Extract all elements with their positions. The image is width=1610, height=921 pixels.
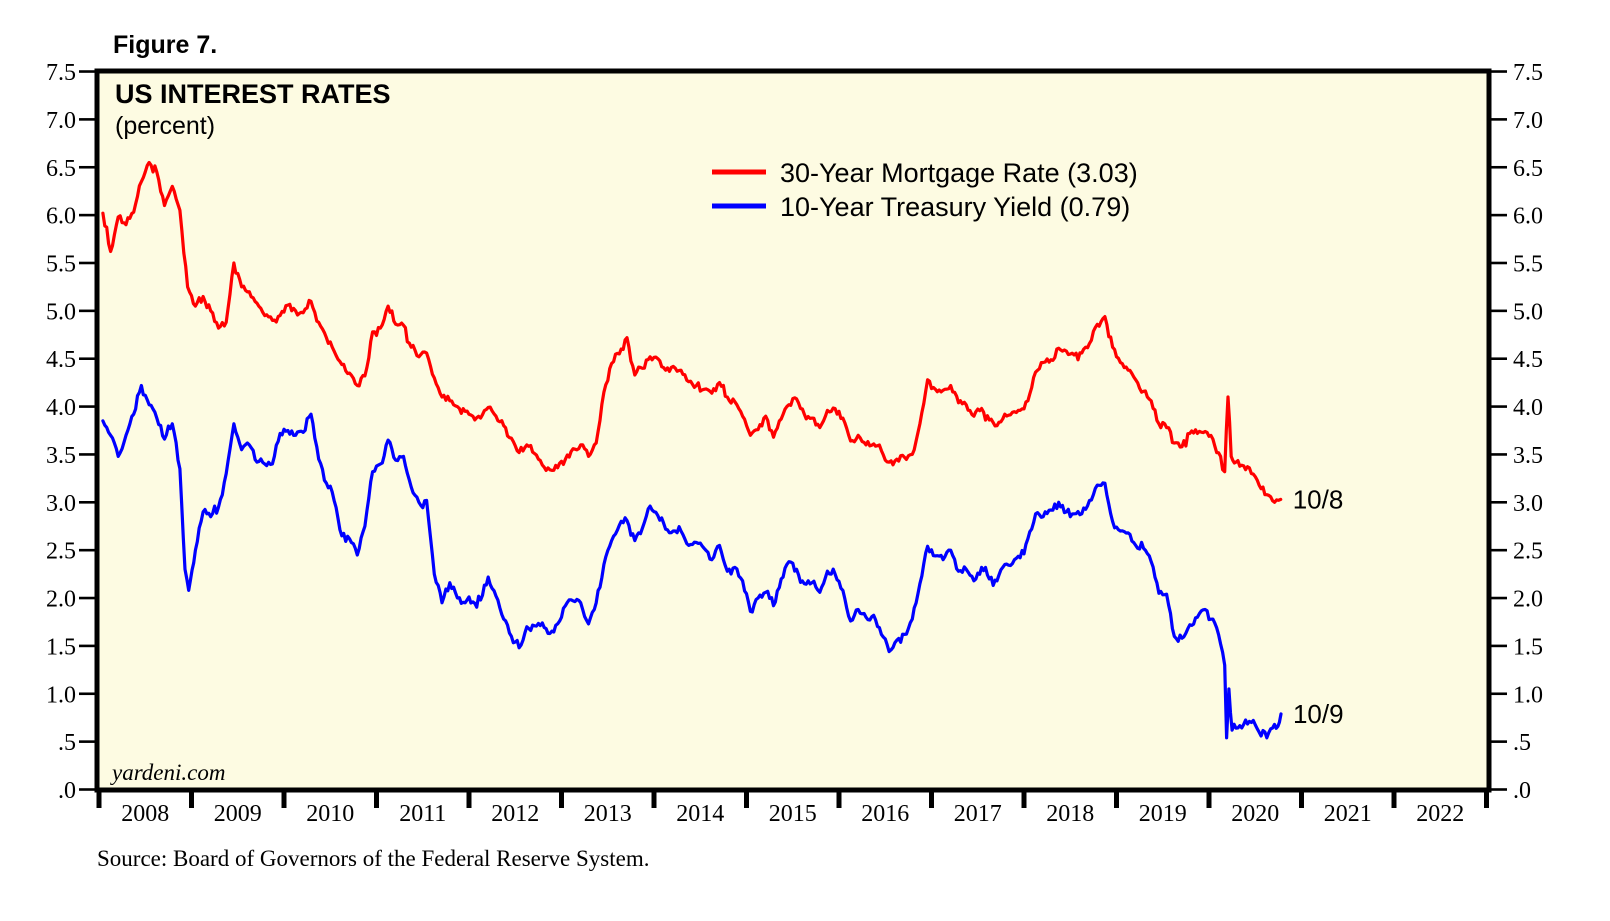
- y-tick-label-right: 7.5: [1513, 60, 1543, 86]
- y-tick-label-left: 5.5: [46, 251, 76, 277]
- x-year-label: 2011: [399, 801, 446, 827]
- y-tick-label-right: 5.5: [1513, 251, 1543, 277]
- x-year-label: 2010: [306, 801, 354, 827]
- y-tick-label-right: 6.5: [1513, 156, 1543, 182]
- series-end-labels: 10/8 10/9: [1293, 484, 1344, 728]
- chart-subtitle: (percent): [115, 112, 215, 140]
- y-tick-label-right: .0: [1513, 778, 1531, 804]
- y-tick-label-left: 7.5: [46, 60, 76, 86]
- y-tick-label-left: 6.0: [46, 204, 76, 230]
- x-year-label: 2019: [1139, 801, 1187, 827]
- x-year-label: 2013: [584, 801, 632, 827]
- x-year-label: 2009: [214, 801, 262, 827]
- x-axis-labels: 2008 2009 2010 2011 2012 2013 2014 2015 2016 2017…: [121, 801, 1464, 827]
- y-tick-label-left: 1.0: [46, 682, 76, 708]
- x-year-label: 2015: [769, 801, 817, 827]
- y-axis-ticks-right: [1491, 70, 1507, 791]
- y-tick-label-right: 7.0: [1513, 108, 1543, 134]
- x-year-label: 2008: [121, 801, 169, 827]
- treasury-yield-line: [101, 383, 1283, 740]
- y-tick-label-right: 4.5: [1513, 347, 1543, 373]
- y-tick-label-left: 4.5: [46, 347, 76, 373]
- x-year-label: 2020: [1231, 801, 1279, 827]
- x-year-label: 2016: [861, 801, 909, 827]
- y-tick-label-left: .0: [58, 778, 76, 804]
- plot-area: [94, 68, 1492, 793]
- y-tick-label-right: 4.0: [1513, 395, 1543, 421]
- x-year-label: 2012: [491, 801, 539, 827]
- x-year-label: 2014: [676, 801, 724, 827]
- y-tick-label-left: 1.5: [46, 634, 76, 660]
- x-year-label: 2017: [954, 801, 1002, 827]
- y-tick-label-right: 1.5: [1513, 634, 1543, 660]
- y-axis-ticks-left: [79, 70, 95, 791]
- y-axis-labels-left: 7.5 7.0 6.5 6.0 5.5 5.0 4.5 4.0 3.5 3.0 2.5 2.0 1.5 1…: [46, 60, 76, 804]
- legend-label-mortgage: 30-Year Mortgage Rate (3.03): [780, 158, 1138, 188]
- x-year-label: 2022: [1416, 801, 1464, 827]
- y-tick-label-left: 2.5: [46, 539, 76, 565]
- y-tick-label-right: 3.0: [1513, 491, 1543, 517]
- y-tick-label-right: 1.0: [1513, 682, 1543, 708]
- x-year-label: 2018: [1046, 801, 1094, 827]
- y-tick-label-right: 2.5: [1513, 539, 1543, 565]
- source-note: Source: Board of Governors of the Federa…: [97, 846, 650, 871]
- series-lines: [101, 160, 1283, 740]
- legend-label-treasury: 10-Year Treasury Yield (0.79): [780, 192, 1130, 222]
- y-tick-label-right: 5.0: [1513, 299, 1543, 325]
- y-tick-label-left: 2.0: [46, 587, 76, 613]
- y-tick-label-right: 2.0: [1513, 587, 1543, 613]
- y-tick-label-left: 3.5: [46, 443, 76, 469]
- watermark: yardeni.com: [110, 760, 225, 785]
- y-tick-label-left: 7.0: [46, 108, 76, 134]
- y-axis-labels-right: 7.5 7.0 6.5 6.0 5.5 5.0 4.5 4.0 3.5 3.0 2.5 2.0 1.5 1…: [1513, 60, 1543, 804]
- x-axis-ticks: [96, 792, 1489, 808]
- mortgage-end-date-label: 10/8: [1293, 484, 1344, 514]
- y-tick-label-left: 4.0: [46, 395, 76, 421]
- y-tick-label-left: 6.5: [46, 156, 76, 182]
- treasury-end-date-label: 10/9: [1293, 699, 1344, 729]
- mortgage-rate-line: [101, 160, 1283, 504]
- legend: 30-Year Mortgage Rate (3.03) 10-Year Tre…: [712, 158, 1138, 222]
- y-tick-label-right: 3.5: [1513, 443, 1543, 469]
- y-tick-label-left: .5: [58, 730, 76, 756]
- chart-title: US INTEREST RATES: [115, 79, 391, 109]
- y-tick-label-right: 6.0: [1513, 204, 1543, 230]
- figure-label: Figure 7.: [113, 31, 217, 59]
- y-tick-label-left: 3.0: [46, 491, 76, 517]
- x-year-label: 2021: [1324, 801, 1372, 827]
- y-tick-label-right: .5: [1513, 730, 1531, 756]
- y-tick-label-left: 5.0: [46, 299, 76, 325]
